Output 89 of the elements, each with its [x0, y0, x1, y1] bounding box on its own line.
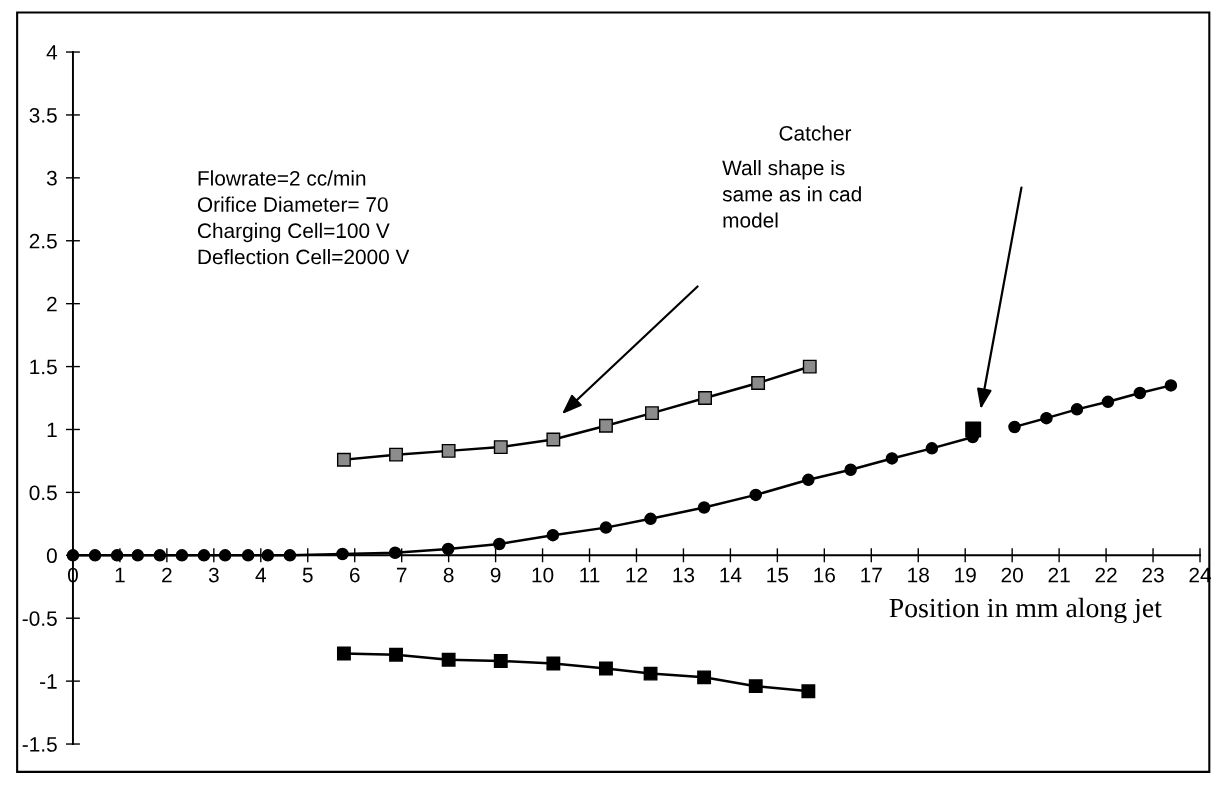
- point: [697, 501, 711, 514]
- x-tick-label: 20: [1001, 567, 1023, 583]
- annotation: Flowrate=2 cc/min Orifice Diameter= 70 Charging Cell=100 V Deflection Cell=2000 V: [197, 170, 410, 265]
- point: [751, 375, 766, 390]
- point: [643, 666, 658, 681]
- point: [336, 646, 351, 661]
- point: [802, 359, 817, 374]
- x-tick-label: 5: [302, 567, 313, 583]
- point: [748, 679, 763, 694]
- point: [925, 442, 939, 455]
- point: [645, 406, 659, 421]
- x-tick-label: 15: [767, 567, 789, 583]
- point: [1101, 395, 1115, 409]
- y-tick-label: 4: [46, 45, 58, 60]
- x-tick-label: 16: [814, 567, 835, 583]
- point: [1040, 411, 1053, 425]
- x-tick-label: 4: [255, 567, 266, 583]
- point: [599, 661, 613, 676]
- x-tick-label: 10: [532, 567, 554, 583]
- point: [599, 418, 613, 433]
- point: [749, 488, 763, 502]
- x-tick-label: 17: [861, 567, 882, 583]
- annotation: Catcher: [779, 125, 852, 141]
- point: [241, 549, 255, 562]
- y-tick-label: 3: [46, 170, 57, 186]
- x-tick-label: 23: [1142, 567, 1164, 583]
- point: [175, 549, 189, 562]
- point: [493, 537, 506, 551]
- point: [1008, 420, 1021, 434]
- y-tick-label: -1: [40, 674, 57, 689]
- point: [336, 452, 351, 467]
- x-axis-title: Position in mm along jet: [889, 597, 1162, 624]
- y-tick-label: 3.5: [29, 107, 57, 123]
- point: [546, 528, 560, 542]
- x-tick-label: 22: [1095, 567, 1117, 583]
- y-tick-label: 1: [47, 422, 57, 438]
- point: [389, 447, 403, 462]
- point: [802, 473, 815, 487]
- y-tick-label: 2.5: [29, 233, 57, 249]
- point: [698, 391, 712, 405]
- x-tick-label: 3: [208, 567, 219, 583]
- point: [153, 549, 167, 562]
- x-tick-label: 6: [349, 567, 360, 583]
- x-tick-label: 21: [1048, 567, 1070, 583]
- point: [389, 647, 403, 662]
- x-tick-label: 2: [162, 567, 172, 583]
- point: [546, 432, 561, 447]
- point: [441, 542, 455, 556]
- x-tick-label: 18: [908, 567, 929, 583]
- point: [441, 443, 456, 458]
- point: [1070, 403, 1084, 416]
- y-tick-label: 0.5: [29, 485, 57, 501]
- x-tick-label: 8: [443, 567, 454, 583]
- point: [261, 549, 275, 562]
- x-tick-label: 1: [115, 567, 125, 583]
- point: [283, 549, 297, 562]
- annotation: Wall shape is same as in cad model: [722, 159, 861, 228]
- x-tick-label: 19: [955, 567, 976, 583]
- y-tick-label: 0: [46, 548, 57, 564]
- y-tick-label: -1.5: [22, 737, 57, 752]
- point: [546, 656, 561, 671]
- point: [218, 549, 232, 562]
- point: [88, 549, 102, 562]
- x-tick-label: 9: [490, 567, 501, 583]
- point: [441, 652, 456, 667]
- point: [110, 549, 124, 562]
- point: [493, 654, 508, 668]
- point: [644, 512, 657, 526]
- x-tick-label: 13: [673, 567, 695, 583]
- point: [65, 547, 81, 563]
- point: [388, 546, 402, 560]
- x-tick-label: 7: [396, 567, 407, 583]
- point: [1164, 379, 1178, 392]
- point: [885, 452, 899, 465]
- point: [493, 440, 508, 455]
- x-tick-label: 11: [580, 567, 600, 583]
- point: [336, 547, 349, 561]
- y-tick-label: -0.5: [22, 611, 57, 626]
- point: [1133, 386, 1147, 400]
- point: [801, 684, 816, 699]
- x-tick-label: 12: [626, 567, 648, 583]
- point: [197, 549, 211, 562]
- point: [131, 549, 145, 562]
- point: [844, 463, 857, 476]
- point: [697, 670, 712, 685]
- y-tick-label: 2: [47, 296, 57, 312]
- x-tick-label: 14: [720, 567, 742, 583]
- point: [599, 521, 613, 534]
- y-tick-label: 1.5: [30, 359, 57, 375]
